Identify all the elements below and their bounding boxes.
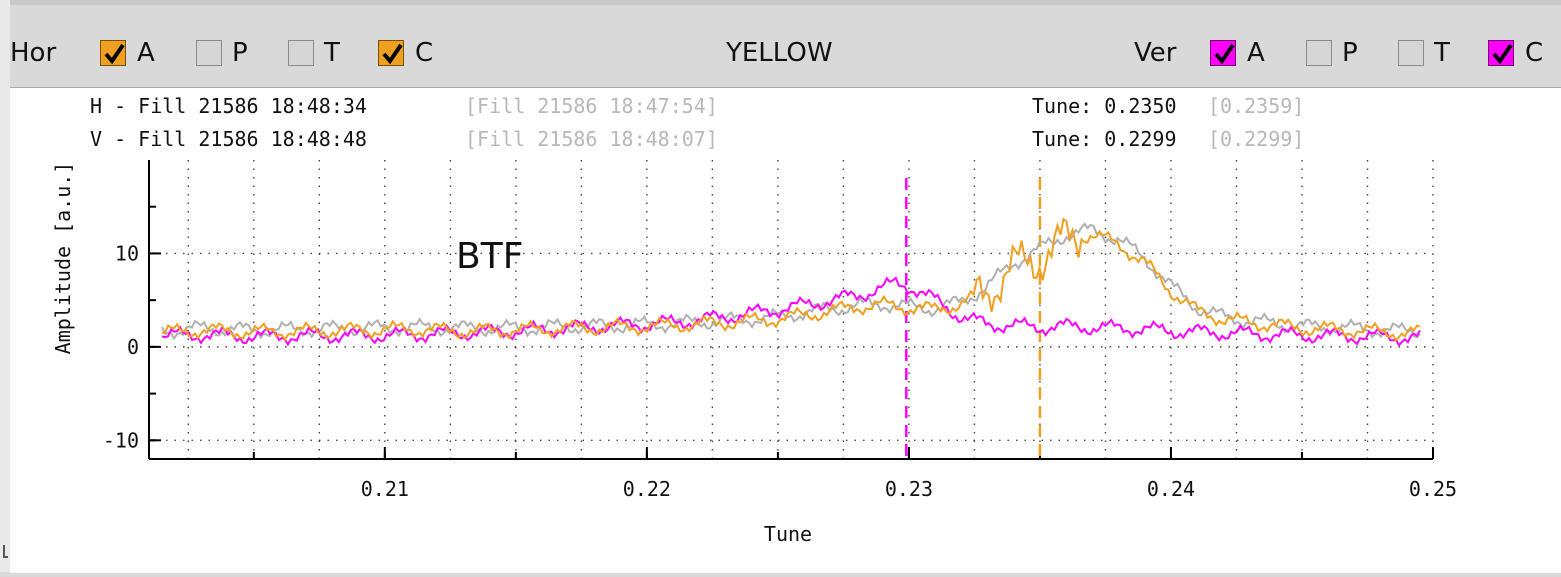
- x-tick-label: 0.22: [623, 477, 671, 501]
- ver-option-t-label: T: [1434, 38, 1450, 68]
- ring-title: YELLOW: [726, 38, 833, 68]
- hor-checkbox-c[interactable]: [378, 40, 404, 66]
- hor-option-t-label: T: [324, 38, 340, 68]
- h-fill-info: H - Fill 21586 18:48:34: [90, 94, 367, 118]
- data-series: [161, 217, 1421, 347]
- v-fill-info: V - Fill 21586 18:48:48: [90, 127, 367, 151]
- ver-option-c-label: C: [1525, 38, 1544, 68]
- btf-overlay-label: BTF: [456, 236, 523, 277]
- check-icon: [1214, 43, 1235, 65]
- y-tick-label: 10: [115, 241, 139, 265]
- v-tune-ref: [0.2299]: [1208, 127, 1304, 151]
- ver-option-a-label: A: [1247, 38, 1265, 68]
- h-fill-ref: [Fill 21586 18:47:54]: [465, 94, 718, 118]
- window-top-edge: [10, 0, 1561, 5]
- v-tune-value: Tune: 0.2299: [1032, 127, 1177, 151]
- x-axis-label: Tune: [764, 522, 812, 546]
- window-left-edge: [0, 0, 10, 572]
- ver-label: Ver: [1134, 38, 1177, 68]
- ver-checkbox-p[interactable]: [1306, 40, 1332, 66]
- hor-checkbox-p[interactable]: [196, 40, 222, 66]
- plane-selector-toolbar: Hor A P T C YELLOW Ver A P T C: [10, 6, 1561, 86]
- tune-markers: [905, 178, 1042, 459]
- x-tick-label: 0.21: [361, 477, 409, 501]
- check-icon: [1492, 43, 1513, 65]
- btf-chart[interactable]: H - Fill 21586 18:48:34 [Fill 21586 18:4…: [10, 88, 1561, 573]
- h-tune-value: Tune: 0.2350: [1032, 94, 1177, 118]
- ver-option-p-label: P: [1342, 38, 1358, 68]
- axes: 0.21 0.22 0.23 0.24 0.25 -10 0 10: [103, 160, 1457, 501]
- ver-checkbox-c[interactable]: [1488, 40, 1514, 66]
- btf-plot-panel: H - Fill 21586 18:48:34 [Fill 21586 18:4…: [10, 87, 1561, 573]
- h-tune-ref: [0.2359]: [1208, 94, 1304, 118]
- y-tick-label: 0: [127, 335, 139, 359]
- x-tick-label: 0.24: [1147, 477, 1195, 501]
- y-axis-label: Amplitude [a.u.]: [51, 162, 75, 355]
- v-fill-ref: [Fill 21586 18:48:07]: [465, 127, 718, 151]
- hor-option-p-label: P: [232, 38, 248, 68]
- ver-checkbox-t[interactable]: [1398, 40, 1424, 66]
- ver-checkbox-a[interactable]: [1210, 40, 1236, 66]
- series-line-0: [162, 217, 1421, 342]
- series-line-1: [161, 222, 1421, 341]
- check-icon: [382, 43, 403, 65]
- grid-lines: [149, 160, 1434, 459]
- hor-checkbox-a[interactable]: [100, 40, 126, 66]
- hor-checkbox-t[interactable]: [288, 40, 314, 66]
- hor-option-a-label: A: [137, 38, 155, 68]
- y-tick-label: -10: [103, 428, 139, 452]
- check-icon: [104, 43, 125, 65]
- hor-label: Hor: [10, 38, 57, 68]
- x-tick-label: 0.25: [1409, 477, 1457, 501]
- x-tick-label: 0.23: [885, 477, 933, 501]
- hor-option-c-label: C: [415, 38, 434, 68]
- resize-handle[interactable]: [3, 545, 8, 558]
